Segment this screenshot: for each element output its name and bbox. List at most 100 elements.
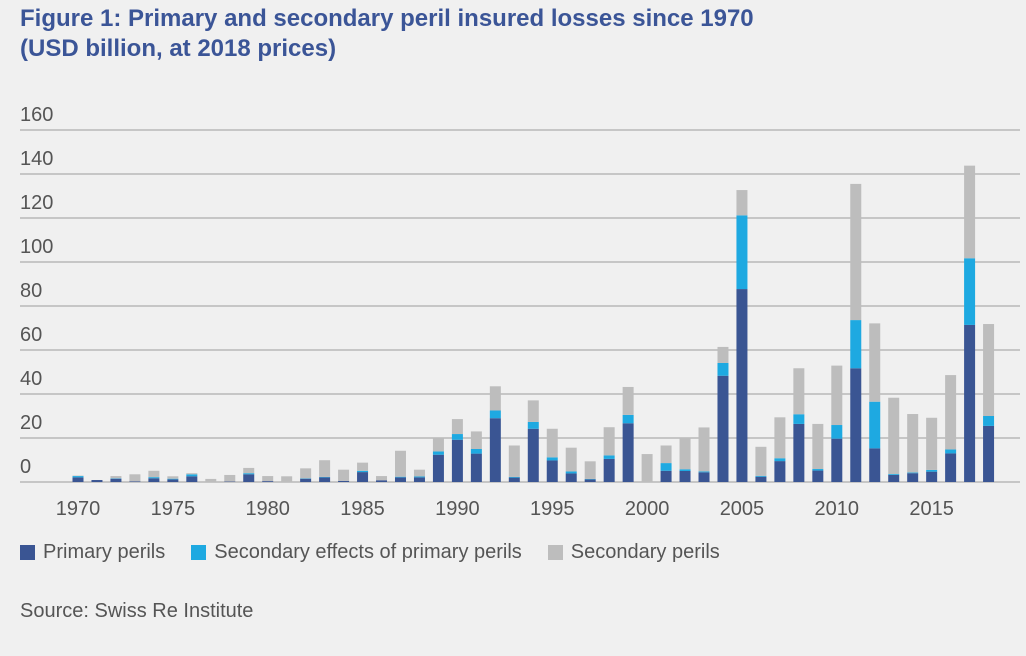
bar-2008-series-1 [793,414,805,424]
bar-1975-series-2 [167,476,179,479]
bar-1980-series-0 [262,481,274,482]
bar-2018-series-0 [983,425,995,482]
bar-1994-series-2 [527,400,539,422]
bar-1995-series-2 [546,428,558,458]
bar-1996-series-0 [565,473,577,482]
bar-2007-series-1 [774,458,786,462]
bar-2017-series-0 [964,324,976,482]
bar-1995-series-0 [546,460,558,482]
x-tick-label: 1990 [435,498,480,520]
bar-1985-series-0 [357,472,369,482]
bar-1987-series-0 [394,477,406,482]
bar-2008-series-2 [793,368,805,415]
bar-2004-series-2 [717,346,729,363]
legend-label: Primary perils [43,541,166,563]
bar-2012-series-1 [869,401,881,449]
x-axis-ticks: 1970 1975 1980 1985 1990 1995 2000 2005 2010 2015 [56,498,954,520]
bar-1992-series-0 [489,418,501,482]
x-tick-label: 1985 [340,498,385,520]
bar-2016-series-1 [945,449,957,454]
legend-swatch-secondary [547,545,563,560]
x-tick-label: 1975 [151,498,196,520]
bar-2003-series-1 [698,471,710,473]
legend-item-primary: Primary perils [20,541,165,564]
bar-1990-series-1 [451,434,463,440]
bar-1971-series-0 [91,480,103,482]
chart-title: Figure 1: Primary and secondary peril in… [20,4,754,64]
bar-2007-series-2 [774,417,786,459]
bar-1973-series-2 [129,474,141,482]
bar-1997-series-2 [584,461,596,479]
bar-2013-series-1 [888,474,900,475]
bar-2009-series-1 [812,469,824,471]
bar-1973-series-0 [129,481,141,482]
bar-1998-series-0 [603,458,615,482]
bar-1984-series-0 [338,480,350,482]
bar-1977-series-2 [205,478,217,482]
bar-1993-series-0 [508,477,520,482]
bar-2005-series-0 [736,289,748,482]
bar-1992-series-1 [489,410,501,419]
bar-1989-series-0 [432,454,444,482]
bar-2005-series-2 [736,190,748,216]
bar-2011-series-1 [850,320,862,369]
y-axis-ticks: 0 20 40 60 80 100 120 140 160 [20,104,53,478]
bar-1981-series-2 [281,476,293,482]
bar-2002-series-0 [679,471,691,482]
bar-1976-series-0 [186,476,198,482]
bar-2018-series-2 [983,324,995,416]
bar-1988-series-1 [413,476,425,478]
bar-1974-series-0 [148,478,160,482]
y-tick-label: 20 [20,412,42,434]
y-tick-label: 120 [20,192,53,214]
source-note: Source: Swiss Re Institute [20,600,254,622]
bar-1976-series-1 [186,474,198,477]
bar-1994-series-1 [527,421,539,429]
legend-label: Secondary effects of primary perils [214,541,522,563]
bar-2008-series-0 [793,423,805,482]
bar-1972-series-2 [110,476,122,479]
bar-1994-series-0 [527,428,539,482]
bar-1985-series-2 [357,462,369,471]
bar-1985-series-1 [357,470,369,473]
bar-1980-series-2 [262,476,274,482]
bar-2009-series-0 [812,470,824,482]
bar-1993-series-1 [508,476,520,478]
bar-2006-series-0 [755,476,767,482]
bar-1970-series-1 [72,476,84,478]
bar-2013-series-0 [888,474,900,482]
bar-2005-series-1 [736,215,748,290]
y-tick-label: 60 [20,324,42,346]
bar-1979-series-1 [243,473,255,475]
legend-item-secondary-effects: Secondary effects of primary perils [191,541,522,564]
bar-1975-series-1 [167,478,179,480]
bar-2011-series-0 [850,368,862,482]
bar-1990-series-0 [451,439,463,482]
bar-1982-series-2 [300,468,312,479]
x-tick-label: 1995 [530,498,575,520]
bar-1986-series-2 [376,476,388,481]
bar-2003-series-0 [698,472,710,482]
bar-2012-series-0 [869,448,881,482]
bar-2014-series-0 [907,473,919,482]
bar-1991-series-1 [470,449,482,454]
bar-1972-series-0 [110,478,122,482]
bar-2014-series-1 [907,472,919,474]
bar-1990-series-2 [451,419,463,435]
title-line-2: (USD billion, at 2018 prices) [20,35,337,62]
bar-1986-series-0 [376,480,388,482]
bar-1996-series-1 [565,471,577,474]
bar-1975-series-0 [167,479,179,482]
x-tick-label: 2010 [815,498,860,520]
bar-1996-series-2 [565,447,577,472]
title-line-1: Figure 1: Primary and secondary peril in… [20,5,754,32]
bar-2015-series-1 [926,469,938,472]
bar-2002-series-2 [679,438,691,470]
bar-2006-series-2 [755,446,767,476]
legend-item-secondary: Secondary perils [547,541,720,564]
bar-1983-series-0 [319,477,331,482]
bar-1970-series-0 [72,477,84,482]
bar-1984-series-2 [338,469,350,481]
bar-2015-series-0 [926,471,938,482]
legend: Primary perils Secondary effects of prim… [20,541,720,564]
